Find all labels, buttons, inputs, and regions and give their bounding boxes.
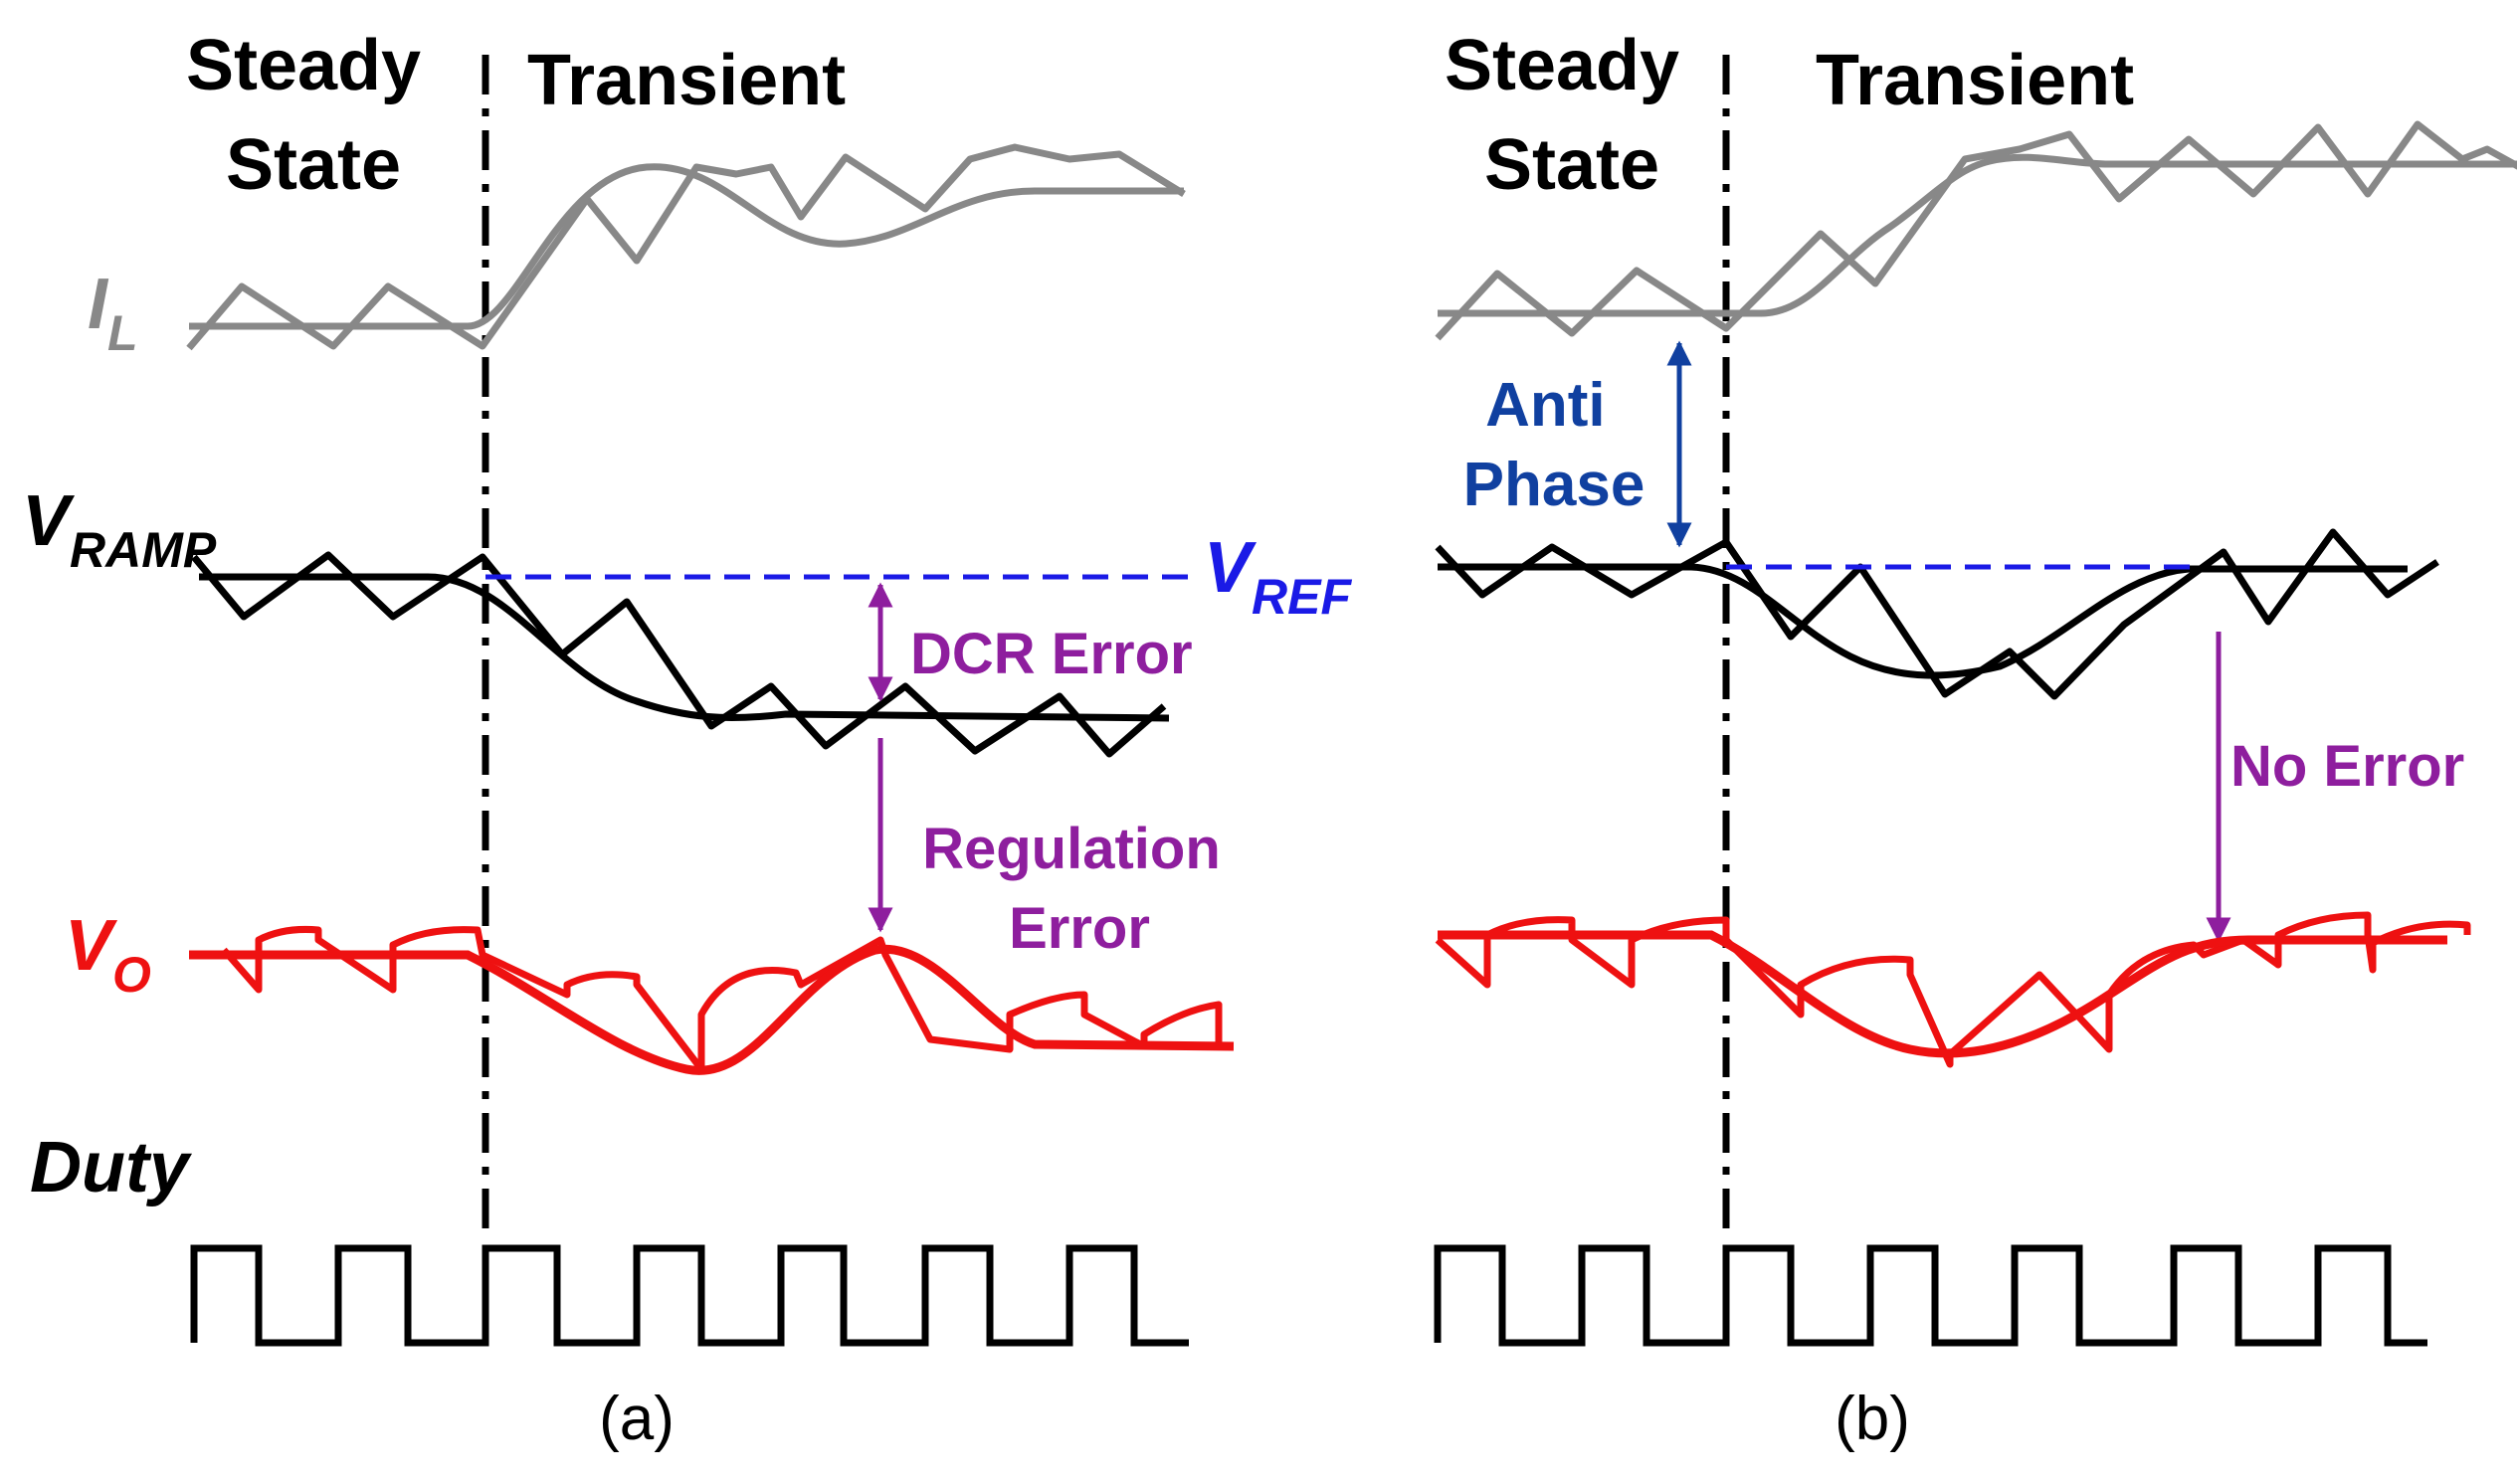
no-error-label: No Error xyxy=(2230,734,2464,799)
duty-waveform-b xyxy=(1434,1244,2427,1347)
vramp-ripple-b xyxy=(1435,528,2439,700)
transient-label-a: Transient xyxy=(527,41,846,120)
vo-label: VO xyxy=(65,906,151,1003)
dcr-error-label: DCR Error xyxy=(910,622,1193,686)
panel-a: Steady State Transient IL VRAMP VREF DCR… xyxy=(22,26,1352,1453)
steady-b-line-2: State xyxy=(1484,125,1659,205)
steady-line-2: State xyxy=(226,125,401,205)
vramp-average-a xyxy=(199,573,1170,722)
inductor-current-label: IL xyxy=(88,265,138,361)
transient-label-b: Transient xyxy=(1816,41,2134,120)
vo-average-b xyxy=(1438,930,2447,1058)
vramp-label: VRAMP xyxy=(22,481,217,578)
steady-b-line-1: Steady xyxy=(1445,26,1679,105)
regulation-line-2: Error xyxy=(1009,896,1150,961)
il-ripple-a xyxy=(186,143,1186,351)
panel-b: Steady State Transient Anti Phase No Err… xyxy=(1434,26,2517,1453)
il-ripple-b xyxy=(1435,120,2517,341)
regulation-line-1: Regulation xyxy=(922,817,1221,881)
il-average-b xyxy=(1438,153,2517,317)
steady-line-1: Steady xyxy=(186,26,421,105)
regulation-error-label: Regulation Error xyxy=(922,817,1237,961)
vref-label: VREF xyxy=(1204,528,1352,625)
duty-label: Duty xyxy=(30,1128,193,1207)
anti-line-2: Phase xyxy=(1463,451,1646,519)
anti-line-1: Anti xyxy=(1485,371,1606,440)
vo-average-a xyxy=(189,944,1235,1075)
steady-state-label-a: Steady State xyxy=(186,26,441,205)
steady-state-label-b: Steady State xyxy=(1445,26,1699,205)
duty-waveform-a xyxy=(190,1244,1189,1347)
il-average-a xyxy=(189,163,1184,330)
anti-phase-label: Anti Phase xyxy=(1463,371,1646,519)
vramp-average-b xyxy=(1438,563,2408,679)
caption-a: (a) xyxy=(599,1385,675,1453)
caption-b: (b) xyxy=(1835,1385,1910,1453)
vo-ripple-a xyxy=(221,926,1223,1073)
